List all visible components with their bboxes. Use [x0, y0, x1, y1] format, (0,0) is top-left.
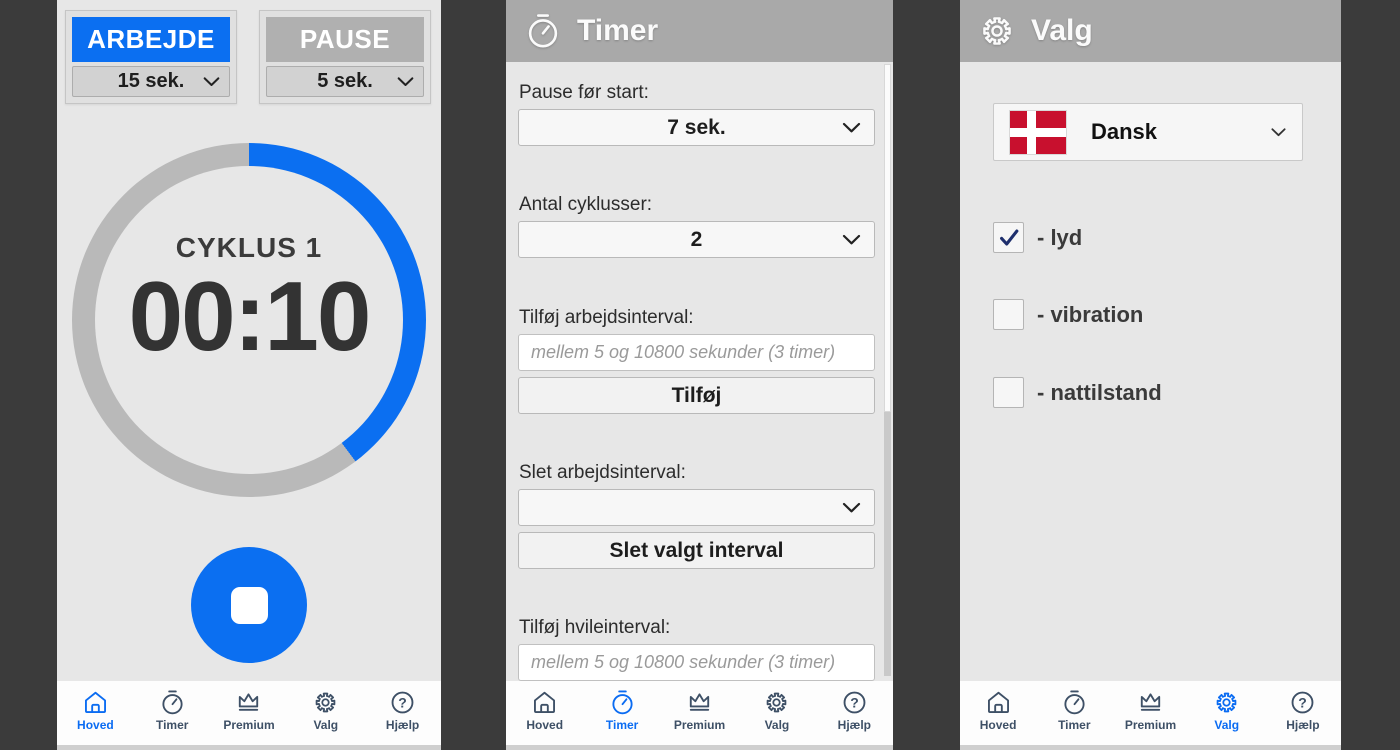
nav-item-timer[interactable]: Timer — [583, 681, 660, 745]
language-select[interactable]: Dansk — [993, 103, 1303, 161]
screen-timer-settings: Timer Pause før start: 7 sek. Antal cykl… — [506, 0, 893, 750]
help-icon — [1289, 689, 1316, 716]
timer-header: Timer — [506, 0, 893, 62]
stopwatch-icon — [524, 12, 562, 50]
chevron-down-icon — [842, 234, 861, 245]
nav-item-premium[interactable]: Premium — [211, 681, 288, 745]
home-icon — [985, 689, 1012, 716]
pause-duration-value: 5 sek. — [317, 70, 373, 92]
checkbox-nattilstand[interactable] — [993, 377, 1024, 408]
checkbox-vibration[interactable] — [993, 299, 1024, 330]
crown-icon — [235, 689, 262, 716]
crown-icon — [686, 689, 713, 716]
page-title: Valg — [1031, 14, 1093, 47]
stopwatch-icon — [1061, 689, 1088, 716]
pause-before-start-select[interactable]: 7 sek. — [518, 109, 875, 146]
options-header: Valg — [960, 0, 1341, 62]
stop-icon — [230, 586, 268, 624]
chevron-down-icon — [203, 77, 220, 87]
nav-item-hjaelp[interactable]: Hjælp — [364, 681, 441, 745]
stopwatch-icon — [159, 689, 186, 716]
help-icon — [841, 689, 868, 716]
language-value: Dansk — [1091, 119, 1158, 144]
gear-icon — [978, 12, 1016, 50]
work-duration-value: 15 sek. — [117, 70, 185, 92]
chevron-down-icon — [1271, 128, 1286, 137]
home-icon — [82, 689, 109, 716]
bottom-nav: Hoved Timer Premium Valg Hjælp — [506, 681, 893, 745]
delete-work-interval-select[interactable] — [518, 489, 875, 526]
checkbox-lyd[interactable] — [993, 222, 1024, 253]
delete-work-interval-label: Slet arbejdsinterval: — [519, 462, 686, 483]
nav-item-valg[interactable]: Valg — [1189, 681, 1265, 745]
stopwatch-icon — [609, 689, 636, 716]
nav-item-timer[interactable]: Timer — [1036, 681, 1112, 745]
progress-ring: CYKLUS 1 00:10 — [72, 143, 426, 497]
nav-item-premium[interactable]: Premium — [661, 681, 738, 745]
chevron-down-icon — [397, 77, 414, 87]
screen-options: Valg Dansk - lyd - vibration - natt — [960, 0, 1341, 750]
work-interval-label: ARBEJDE — [72, 17, 230, 62]
screen-bottom-edge — [960, 745, 1341, 750]
home-icon — [531, 689, 558, 716]
pause-duration-select[interactable]: 5 sek. — [266, 66, 424, 97]
danish-flag-icon — [1010, 110, 1066, 154]
nav-item-timer[interactable]: Timer — [134, 681, 211, 745]
add-work-interval-button[interactable]: Tilføj — [518, 377, 875, 414]
add-work-interval-input[interactable] — [518, 334, 875, 371]
check-icon — [997, 226, 1021, 250]
bottom-nav: Hoved Timer Premium Valg Hjælp — [960, 681, 1341, 745]
crown-icon — [1137, 689, 1164, 716]
delete-selected-interval-button[interactable]: Slet valgt interval — [518, 532, 875, 569]
cycles-label: Antal cyklusser: — [519, 194, 653, 215]
nav-item-premium[interactable]: Premium — [1112, 681, 1188, 745]
work-interval-panel: ARBEJDE 15 sek. — [65, 10, 237, 104]
gear-icon — [312, 689, 339, 716]
progress-ring-inner: CYKLUS 1 00:10 — [95, 166, 403, 474]
pause-before-start-value: 7 sek. — [667, 115, 726, 139]
nav-item-valg[interactable]: Valg — [738, 681, 815, 745]
gear-icon — [1213, 689, 1240, 716]
nav-item-hoved[interactable]: Hoved — [57, 681, 134, 745]
nav-item-hjaelp[interactable]: Hjælp — [1265, 681, 1341, 745]
screen-bottom-edge — [506, 745, 893, 750]
nav-item-valg[interactable]: Valg — [287, 681, 364, 745]
checkbox-row-lyd[interactable]: - lyd — [993, 222, 1082, 253]
scrollbar-thumb[interactable] — [884, 64, 891, 412]
chevron-down-icon — [842, 122, 861, 133]
gear-icon — [763, 689, 790, 716]
nav-item-hoved[interactable]: Hoved — [960, 681, 1036, 745]
pause-before-start-label: Pause før start: — [519, 82, 649, 103]
page-title: Timer — [577, 14, 659, 47]
screen-bottom-edge — [57, 745, 441, 750]
add-rest-interval-label: Tilføj hvileinterval: — [519, 617, 671, 638]
work-duration-select[interactable]: 15 sek. — [72, 66, 230, 97]
help-icon — [389, 689, 416, 716]
bottom-nav: Hoved Timer Premium Valg Hjælp — [57, 681, 441, 745]
add-rest-interval-input[interactable] — [518, 644, 875, 681]
scrollbar-track — [884, 412, 891, 676]
stop-button[interactable] — [191, 547, 307, 663]
time-display: 00:10 — [128, 261, 372, 372]
checkbox-row-nattilstand[interactable]: - nattilstand — [993, 377, 1162, 408]
pause-interval-label: PAUSE — [266, 17, 424, 62]
nav-item-hoved[interactable]: Hoved — [506, 681, 583, 745]
pause-interval-panel: PAUSE 5 sek. — [259, 10, 431, 104]
chevron-down-icon — [842, 502, 861, 513]
checkbox-row-vibration[interactable]: - vibration — [993, 299, 1143, 330]
cycle-label: CYKLUS 1 — [175, 232, 323, 264]
interval-panels: ARBEJDE 15 sek. PAUSE 5 sek. — [65, 10, 431, 104]
add-work-interval-label: Tilføj arbejdsinterval: — [519, 307, 694, 328]
screen-main: ARBEJDE 15 sek. PAUSE 5 sek. CYKLUS 1 00… — [57, 0, 441, 750]
nav-item-hjaelp[interactable]: Hjælp — [816, 681, 893, 745]
cycles-select[interactable]: 2 — [518, 221, 875, 258]
cycles-value: 2 — [690, 227, 703, 251]
